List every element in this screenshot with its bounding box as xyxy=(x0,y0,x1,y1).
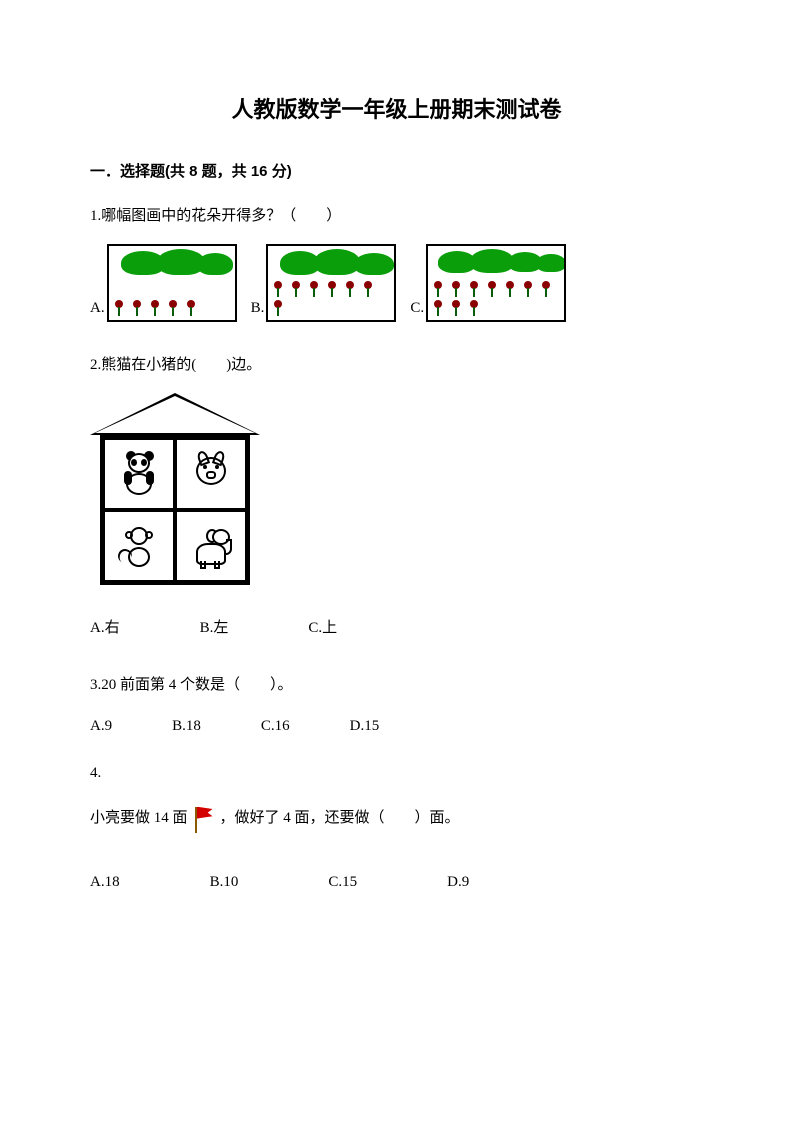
q4-option-c[interactable]: C.15 xyxy=(328,869,357,896)
q1-b-image xyxy=(266,244,396,322)
house-roof xyxy=(90,393,260,435)
q2-options: A.右 B.左 C.上 xyxy=(90,615,703,642)
q4-option-a[interactable]: A.18 xyxy=(90,869,120,896)
q1-option-b[interactable]: B. xyxy=(251,244,397,322)
question-4: 4. 小亮要做 14 面 ，做好了 4 面，还要做（ ）面。 A.18 B.10… xyxy=(90,760,703,896)
q4-option-d[interactable]: D.9 xyxy=(447,869,469,896)
q4-line: 小亮要做 14 面 ，做好了 4 面，还要做（ ）面。 xyxy=(90,805,703,833)
q3-option-d[interactable]: D.15 xyxy=(350,713,380,740)
q3-text: 3.20 前面第 4 个数是（ ）。 xyxy=(90,672,703,699)
q2-option-c[interactable]: C.上 xyxy=(308,615,337,642)
q1-c-label: C. xyxy=(410,295,424,322)
q1-text: 1.哪幅图画中的花朵开得多？（ ） xyxy=(90,203,703,230)
q2-option-a[interactable]: A.右 xyxy=(90,615,120,642)
q2-option-b[interactable]: B.左 xyxy=(200,615,229,642)
q1-a-label: A. xyxy=(90,295,105,322)
q1-options-row: A. B. C. xyxy=(90,244,703,322)
question-2: 2.熊猫在小猪的( )边。 A.右 B.左 C.上 xyxy=(90,352,703,642)
q1-a-image xyxy=(107,244,237,322)
q1-option-c[interactable]: C. xyxy=(410,244,566,322)
q2-text: 2.熊猫在小猪的( )边。 xyxy=(90,352,703,379)
question-3: 3.20 前面第 4 个数是（ ）。 A.9 B.18 C.16 D.15 xyxy=(90,672,703,740)
cell-elephant xyxy=(175,510,247,582)
section-header: 一．选择题(共 8 题，共 16 分) xyxy=(90,158,703,185)
q3-option-c[interactable]: C.16 xyxy=(261,713,290,740)
q4-num: 4. xyxy=(90,760,703,787)
house-grid xyxy=(100,435,250,585)
q4-option-b[interactable]: B.10 xyxy=(210,869,239,896)
page-title: 人教版数学一年级上册期末测试卷 xyxy=(90,90,703,130)
question-1: 1.哪幅图画中的花朵开得多？（ ） A. B. xyxy=(90,203,703,322)
cell-monkey xyxy=(103,510,175,582)
q1-option-a[interactable]: A. xyxy=(90,244,237,322)
q3-option-a[interactable]: A.9 xyxy=(90,713,112,740)
q1-c-image xyxy=(426,244,566,322)
cell-panda xyxy=(103,438,175,510)
flag-icon xyxy=(192,805,216,833)
q3-option-b[interactable]: B.18 xyxy=(172,713,201,740)
q4-options: A.18 B.10 C.15 D.9 xyxy=(90,869,703,896)
q1-b-label: B. xyxy=(251,295,265,322)
q4-text-pre: 小亮要做 14 面 xyxy=(90,805,188,832)
q3-options: A.9 B.18 C.16 D.15 xyxy=(90,713,703,740)
cell-pig xyxy=(175,438,247,510)
q4-text-post: ，做好了 4 面，还要做（ ）面。 xyxy=(220,805,460,832)
q2-house-diagram xyxy=(90,393,260,585)
